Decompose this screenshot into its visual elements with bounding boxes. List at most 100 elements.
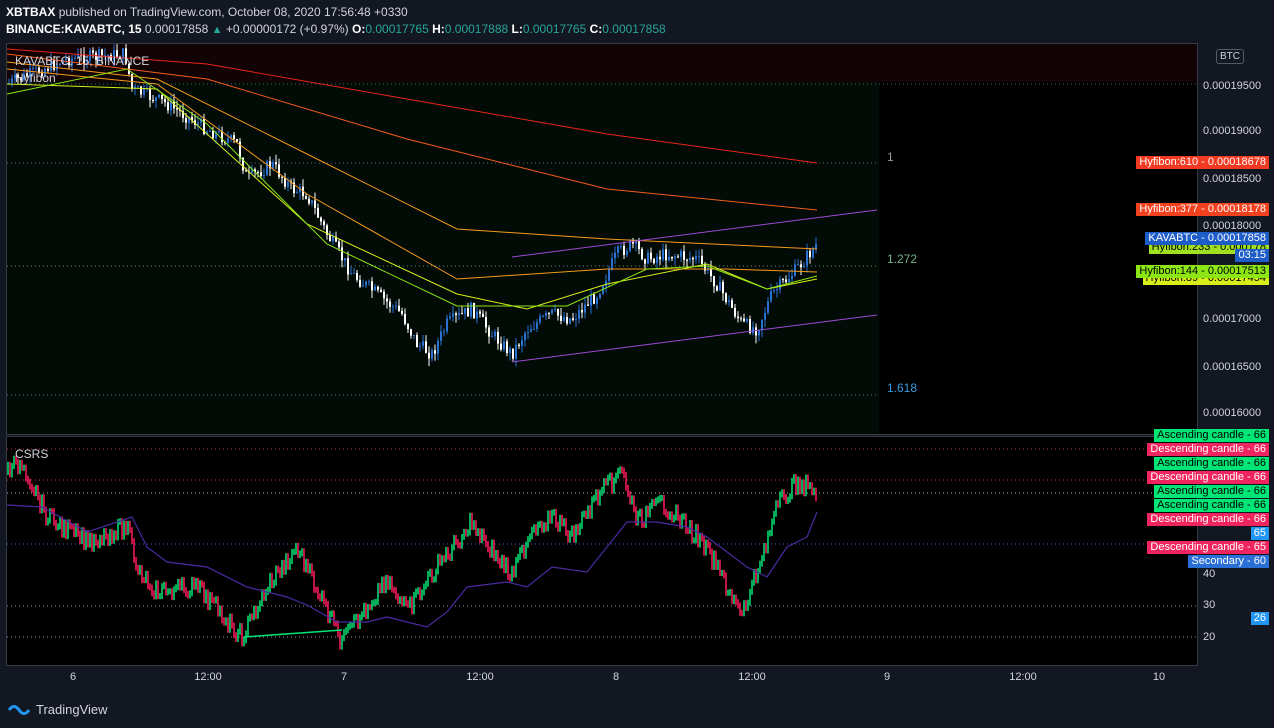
candle-body xyxy=(809,250,811,258)
candle-body xyxy=(182,110,184,119)
candle-body xyxy=(347,258,349,275)
candle-body xyxy=(362,285,364,287)
candle-body xyxy=(14,74,16,79)
candle-body xyxy=(143,88,145,95)
candle-body xyxy=(668,256,670,261)
csrs-chart[interactable] xyxy=(7,437,1197,665)
published-text: published on TradingView.com, October 08… xyxy=(58,5,408,19)
candle-body xyxy=(764,312,766,320)
candle-body xyxy=(422,341,424,346)
candle-body xyxy=(536,322,538,329)
high-label: H: xyxy=(432,22,445,36)
candle-body xyxy=(416,334,418,348)
candle-body xyxy=(653,259,655,264)
candle-body xyxy=(161,94,163,100)
candle-body xyxy=(431,350,433,359)
candle-body xyxy=(452,313,454,317)
candle-body xyxy=(719,282,721,291)
time-tick: 12:00 xyxy=(466,671,494,683)
candle-body xyxy=(449,316,451,319)
ema-610-line xyxy=(7,48,818,164)
candle-body xyxy=(371,281,373,291)
candle-body xyxy=(605,280,607,287)
price-tick: 0.00017000 xyxy=(1203,313,1262,325)
publisher-name[interactable]: XBTBAX xyxy=(6,5,56,19)
candle-body xyxy=(92,50,94,53)
csrs-scale-tag: Secondary - 60 xyxy=(1188,555,1269,568)
price-chart[interactable]: 1 1.272 1.618 xyxy=(7,44,1197,434)
candle-body xyxy=(575,319,577,321)
currency-badge[interactable]: BTC xyxy=(1216,49,1244,64)
csrs-pane[interactable]: CSRS xyxy=(6,436,1198,666)
candle-body xyxy=(446,318,448,332)
ema-89-line xyxy=(7,83,818,310)
candle-body xyxy=(338,241,340,248)
candle-body xyxy=(650,252,652,260)
candle-body xyxy=(116,50,118,57)
candle-body xyxy=(263,175,265,177)
main-legend-indicator[interactable]: Hyfibon xyxy=(15,71,56,85)
candle-body xyxy=(578,309,580,320)
candle-body xyxy=(800,264,802,268)
candle-body xyxy=(740,318,742,320)
candle-body xyxy=(485,317,487,328)
candle-body xyxy=(320,217,322,222)
candle-body xyxy=(602,286,604,294)
channel-upper-line xyxy=(511,209,878,258)
candle-body xyxy=(557,309,559,316)
candle-body xyxy=(761,319,763,331)
low-label: L: xyxy=(511,22,523,36)
candle-body xyxy=(332,236,334,242)
candle-body xyxy=(350,273,352,275)
candle-body xyxy=(104,55,106,57)
candle-body xyxy=(476,311,478,319)
zone-top xyxy=(7,44,1197,82)
main-chart-pane[interactable]: 1 1.272 1.618 KAVABTC, 15, BINANCE Hyfib… xyxy=(6,43,1198,435)
candle-body xyxy=(395,305,397,307)
fib-label-1: 1 xyxy=(887,150,894,164)
candle-body xyxy=(149,88,151,101)
symbol-label[interactable]: BINANCE:KAVABTC, 15 xyxy=(6,22,142,36)
candle-body xyxy=(170,101,172,111)
candle-body xyxy=(311,200,313,204)
footer-brand[interactable]: TradingView xyxy=(8,702,108,717)
candle-body xyxy=(113,50,115,61)
csrs-tick: 20 xyxy=(1203,631,1216,643)
candle-body xyxy=(674,256,676,259)
candle-body xyxy=(797,264,799,266)
candle-body xyxy=(368,281,370,283)
candle-body xyxy=(791,275,793,280)
candle-body xyxy=(215,131,217,139)
candle-body xyxy=(341,247,343,261)
csrs-legend[interactable]: CSRS xyxy=(15,447,49,461)
candle-body xyxy=(17,74,19,79)
candle-body xyxy=(680,251,682,257)
candle-body xyxy=(251,169,253,173)
candle-body xyxy=(731,300,733,308)
candle-body xyxy=(785,279,787,283)
candle-body xyxy=(698,255,700,257)
candle-body xyxy=(356,272,358,280)
candle-body xyxy=(278,164,280,177)
candle-body xyxy=(524,333,526,341)
price-tick: 0.00019000 xyxy=(1203,125,1262,137)
candle-body xyxy=(539,316,541,323)
csrs-tick: 30 xyxy=(1203,599,1216,611)
candle-body xyxy=(212,130,214,139)
candle-body xyxy=(701,255,703,264)
candle-body xyxy=(410,329,412,336)
candle-body xyxy=(365,281,367,286)
csrs-scale-tag: Ascending candle - 66 xyxy=(1154,499,1269,512)
candle-body xyxy=(326,225,328,235)
candle-body xyxy=(293,182,295,194)
candle-body xyxy=(692,257,694,260)
time-tick: 8 xyxy=(612,671,620,683)
candle-body xyxy=(614,252,616,259)
ema-144-line xyxy=(7,68,818,307)
candle-body xyxy=(437,340,439,354)
main-legend-symbol[interactable]: KAVABTC, 15, BINANCE xyxy=(15,54,150,68)
candle-body xyxy=(386,298,388,302)
price-change: +0.00000172 (+0.97%) xyxy=(225,22,349,36)
candle-body xyxy=(137,86,139,88)
candle-body xyxy=(239,141,241,158)
